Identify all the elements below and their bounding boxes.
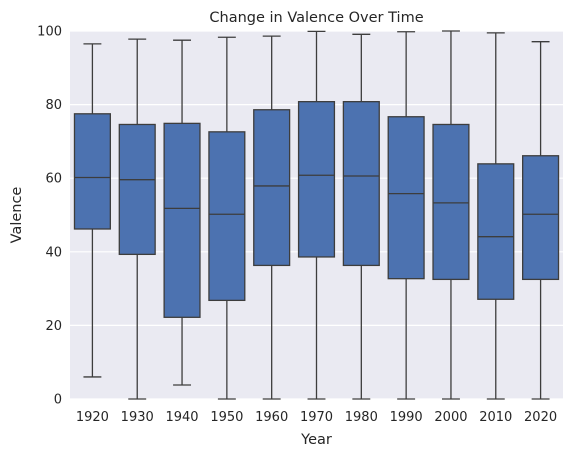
x-tick-label: 1970 bbox=[300, 410, 333, 425]
x-tick-label: 1960 bbox=[255, 410, 288, 425]
iqr-box bbox=[74, 114, 110, 229]
y-tick-label: 60 bbox=[45, 172, 62, 187]
y-axis-title: Valence bbox=[9, 187, 25, 244]
y-tick-label: 0 bbox=[54, 393, 62, 408]
y-tick-labels: 0 20 40 60 80 100 bbox=[37, 25, 62, 408]
x-tick-label: 2020 bbox=[524, 410, 557, 425]
x-tick-label: 1930 bbox=[121, 410, 154, 425]
x-tick-label: 1950 bbox=[210, 410, 243, 425]
iqr-box bbox=[433, 124, 469, 279]
x-axis-title: Year bbox=[300, 432, 332, 448]
y-tick-label: 40 bbox=[45, 245, 62, 260]
x-tick-label: 1980 bbox=[345, 410, 378, 425]
iqr-box bbox=[209, 132, 245, 301]
iqr-box bbox=[478, 164, 514, 299]
iqr-box bbox=[523, 156, 559, 280]
y-tick-label: 100 bbox=[37, 25, 62, 40]
chart-title: Change in Valence Over Time bbox=[209, 10, 423, 26]
iqr-box bbox=[254, 110, 290, 266]
x-tick-label: 1940 bbox=[165, 410, 198, 425]
iqr-box bbox=[119, 124, 155, 254]
x-tick-label: 2010 bbox=[479, 410, 512, 425]
iqr-box bbox=[343, 102, 379, 266]
y-tick-label: 80 bbox=[45, 98, 62, 113]
y-tick-label: 20 bbox=[45, 319, 62, 334]
iqr-box bbox=[299, 102, 335, 257]
iqr-box bbox=[164, 123, 200, 317]
x-tick-labels: 1920 1930 1940 1950 1960 1970 1980 1990 2000 2010… bbox=[76, 410, 557, 425]
x-tick-label: 1990 bbox=[390, 410, 423, 425]
iqr-box bbox=[388, 117, 424, 279]
x-tick-label: 1920 bbox=[76, 410, 109, 425]
x-tick-label: 2000 bbox=[434, 410, 467, 425]
